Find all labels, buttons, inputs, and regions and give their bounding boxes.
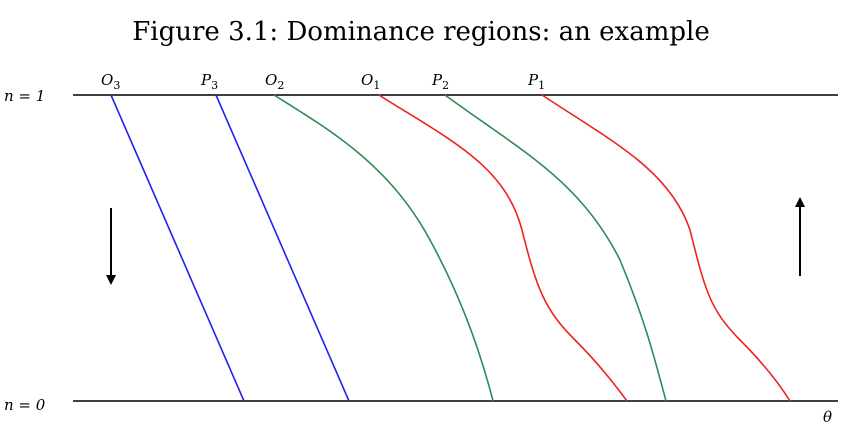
- letter: O: [101, 71, 113, 89]
- letter: O: [361, 71, 373, 89]
- subscript: 3: [113, 79, 120, 92]
- subscript: 2: [277, 79, 284, 92]
- bottom-label: n = 0: [4, 396, 46, 414]
- letter: P: [200, 71, 212, 89]
- letter: P: [431, 71, 443, 89]
- curve-o3: [110, 94, 245, 402]
- x-label: θ: [823, 408, 832, 426]
- subscript: 1: [373, 79, 380, 92]
- curve-o2: [273, 94, 494, 402]
- curve-label: O1: [361, 71, 380, 92]
- curve-label: O2: [265, 71, 284, 92]
- top-label: n = 1: [4, 87, 45, 105]
- curve-label: P2: [431, 71, 449, 92]
- subscript: 2: [442, 79, 449, 92]
- curve-o1: [378, 94, 628, 402]
- subscript: 3: [211, 79, 218, 92]
- subscript: 1: [538, 79, 545, 92]
- curve-p2: [444, 94, 667, 402]
- curve-p3: [215, 94, 350, 402]
- curve-label: O3: [101, 71, 120, 92]
- curve-p1: [541, 94, 791, 402]
- curve-label: P1: [527, 71, 545, 92]
- curve-label: P3: [200, 71, 218, 92]
- letter: P: [527, 71, 539, 89]
- figure-title: Figure 3.1: Dominance regions: an exampl…: [132, 17, 709, 47]
- letter: O: [265, 71, 277, 89]
